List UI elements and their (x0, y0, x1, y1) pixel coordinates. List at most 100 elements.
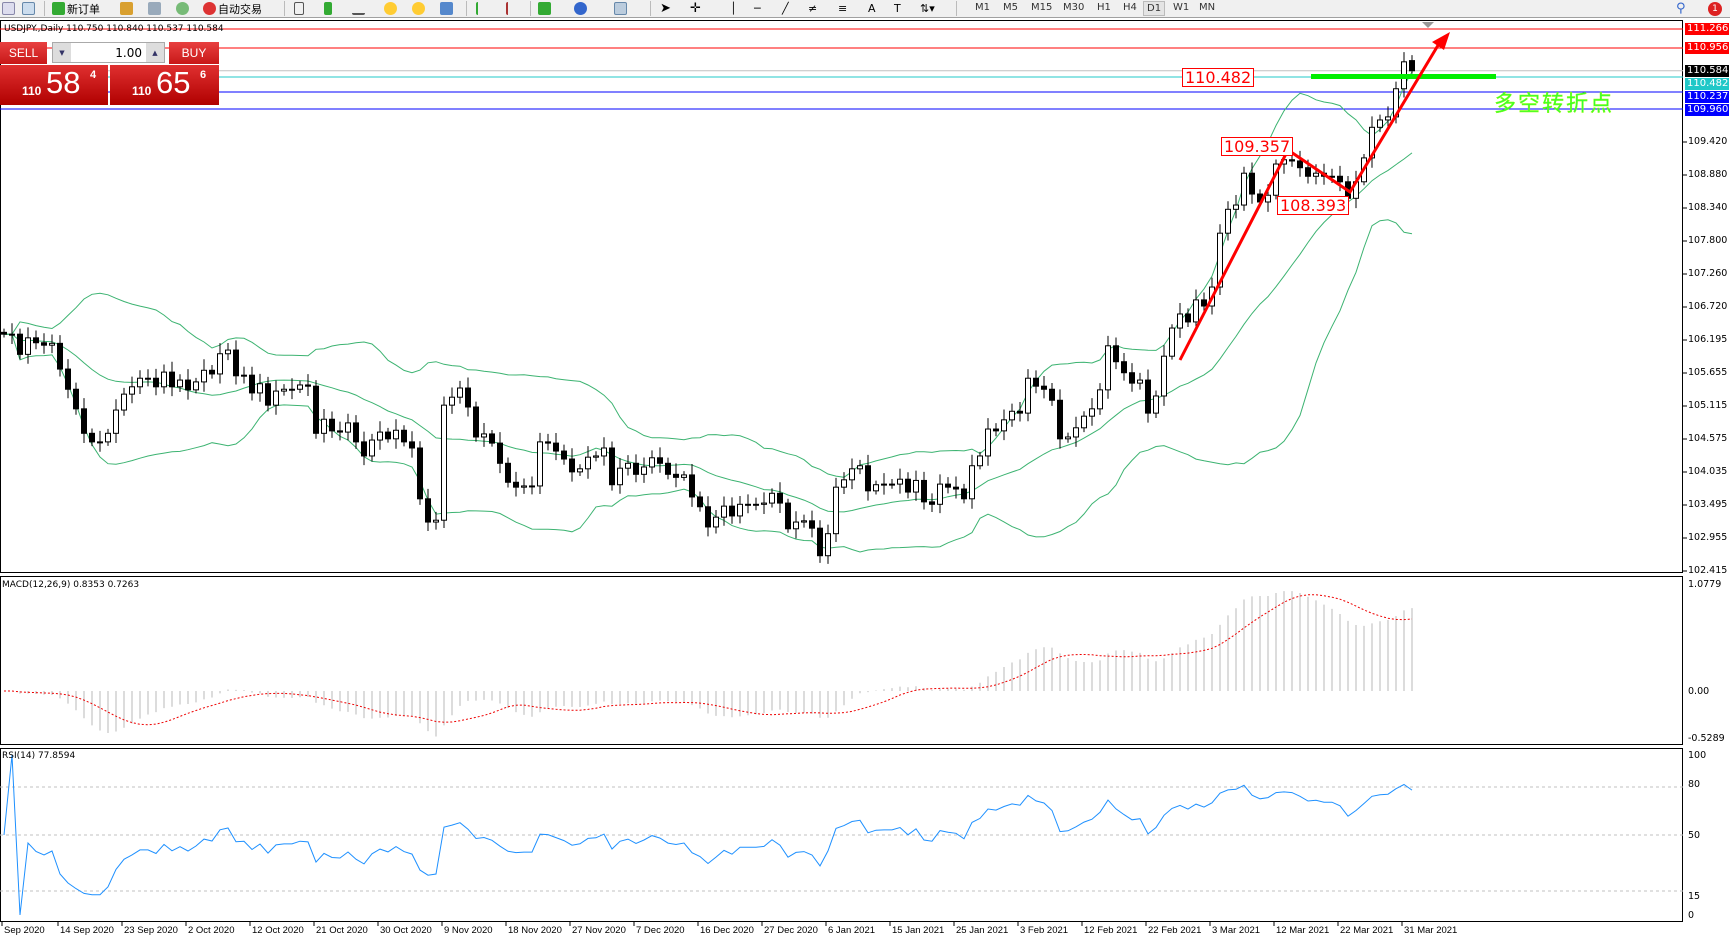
timeframe-m15[interactable]: M15 (1031, 2, 1053, 13)
bullish-candle (745, 503, 751, 506)
bearish-candle (1033, 377, 1039, 387)
periods-icon[interactable] (574, 1, 587, 16)
date-label: 7 Dec 2020 (636, 925, 685, 936)
price-tick-label: 105.655 (1688, 367, 1728, 378)
rsi-axis-15: 15 (1688, 891, 1701, 902)
bullish-candle (1137, 379, 1143, 384)
date-label: 18 Nov 2020 (508, 925, 562, 936)
bullish-candle (801, 520, 807, 523)
timeframe-h1[interactable]: H1 (1097, 2, 1111, 13)
bullish-candle (601, 447, 607, 457)
bearish-candle (1337, 175, 1343, 183)
chart-title: USDJPY.,Daily 110.750 110.840 110.537 11… (4, 24, 224, 34)
zoom-out-icon[interactable] (412, 1, 425, 16)
bullish-candle (1025, 377, 1031, 414)
navigator-icon[interactable] (148, 1, 161, 16)
autoscroll-icon[interactable] (476, 1, 489, 16)
toolbar: 新订单 自动交易 ➤ ✛ │ ─ ╱ ≠ ≡ A T ⇅▾ M1 M5 M15 M30… (0, 0, 1730, 18)
arrows-icon[interactable]: ⇅▾ (920, 2, 935, 15)
buy-price[interactable]: 110 65 6 (110, 65, 219, 105)
timeframe-m30[interactable]: M30 (1063, 2, 1085, 13)
bullish-candle (449, 396, 455, 406)
bullish-candle (9, 333, 15, 336)
bearish-candle (1409, 60, 1415, 72)
date-label: 3 Feb 2021 (1020, 925, 1069, 936)
bearish-candle (409, 441, 415, 449)
lot-decrease-icon[interactable]: ▼ (53, 43, 71, 62)
bullish-candle (649, 457, 655, 468)
bullish-candle (641, 466, 647, 475)
bearish-candle (489, 433, 495, 444)
bullish-candle (1385, 116, 1391, 121)
bullish-candle (1001, 419, 1007, 432)
bearish-candle (465, 387, 471, 408)
date-label: 27 Dec 2020 (764, 925, 818, 936)
timeframe-h4[interactable]: H4 (1123, 2, 1137, 13)
crosshair-icon[interactable]: ✛ (690, 1, 701, 16)
trendline-icon[interactable]: ╱ (782, 2, 789, 15)
text-icon[interactable]: A (868, 2, 876, 15)
candlestick-icon[interactable] (324, 1, 332, 16)
vertical-line-icon[interactable]: │ (730, 2, 737, 15)
price-tick-label: 108.340 (1688, 202, 1728, 213)
date-label: 22 Feb 2021 (1148, 925, 1202, 936)
bullish-candle (193, 381, 199, 391)
notification-icon[interactable]: 1 (1708, 1, 1722, 16)
date-label: 22 Mar 2021 (1340, 925, 1394, 936)
bearish-candle (665, 462, 671, 475)
lot-increase-icon[interactable]: ▲ (146, 43, 164, 62)
bearish-candle (89, 432, 95, 443)
bullish-candle (889, 483, 895, 486)
fibonacci-icon[interactable]: ≡ (838, 2, 848, 15)
lot-size-input[interactable]: ▼ 1.00 ▲ (52, 42, 165, 63)
price-tick-label: 109.420 (1688, 136, 1728, 147)
signal-icon[interactable] (176, 1, 189, 16)
bearish-candle (233, 349, 239, 377)
price-label-108393[interactable]: 108.393 (1277, 196, 1350, 215)
bullish-candle (121, 393, 127, 411)
bullish-candle (913, 479, 919, 493)
reversal-point-text[interactable]: 多空转折点 (1494, 92, 1615, 117)
bearish-candle (1129, 372, 1135, 384)
buy-button[interactable]: BUY (169, 42, 219, 64)
timeframe-mn[interactable]: MN (1199, 2, 1216, 13)
cursor-icon[interactable]: ➤ (660, 1, 671, 16)
zoom-window-icon[interactable] (22, 1, 35, 16)
bollinger-middle-band (4, 152, 1413, 513)
timeframe-w1[interactable]: W1 (1173, 2, 1190, 13)
bearish-candle (1145, 379, 1151, 414)
text-label-icon[interactable]: T (894, 2, 901, 15)
bullish-candle (713, 516, 719, 528)
horizontal-line-icon[interactable]: ─ (754, 2, 761, 15)
price-label-109357[interactable]: 109.357 (1221, 137, 1294, 156)
bullish-candle (321, 418, 327, 434)
chart-shift-icon[interactable] (506, 1, 519, 16)
bullish-candle (273, 390, 279, 406)
search-icon[interactable]: ⚲ (1676, 1, 1686, 16)
level-price-label: 111.266 (1685, 23, 1729, 36)
zoom-in-icon[interactable] (384, 1, 397, 16)
bar-chart-icon[interactable] (294, 1, 304, 16)
timeframe-m5[interactable]: M5 (1003, 2, 1018, 13)
bullish-candle (289, 388, 295, 391)
bullish-candle (825, 533, 831, 557)
timeframe-m1[interactable]: M1 (975, 2, 990, 13)
bullish-candle (1097, 389, 1103, 410)
templates-icon[interactable] (614, 1, 627, 16)
sell-button[interactable]: SELL (0, 42, 47, 64)
auto-trading-button[interactable]: 自动交易 (203, 1, 262, 16)
timeframe-d1[interactable]: D1 (1143, 1, 1166, 16)
sell-price[interactable]: 110 58 4 (0, 65, 108, 105)
tile-windows-icon[interactable] (440, 1, 453, 16)
new-order-button[interactable]: 新订单 (52, 1, 100, 16)
line-chart-icon[interactable] (352, 1, 365, 16)
market-watch-icon[interactable] (120, 1, 133, 16)
bullish-candle (161, 371, 167, 388)
bearish-candle (785, 502, 791, 530)
bearish-candle (401, 429, 407, 443)
indicators-icon[interactable] (538, 1, 551, 16)
new-chart-icon[interactable] (2, 1, 15, 16)
equidistant-channel-icon[interactable]: ≠ (808, 2, 818, 15)
price-label-110482[interactable]: 110.482 (1182, 68, 1255, 87)
